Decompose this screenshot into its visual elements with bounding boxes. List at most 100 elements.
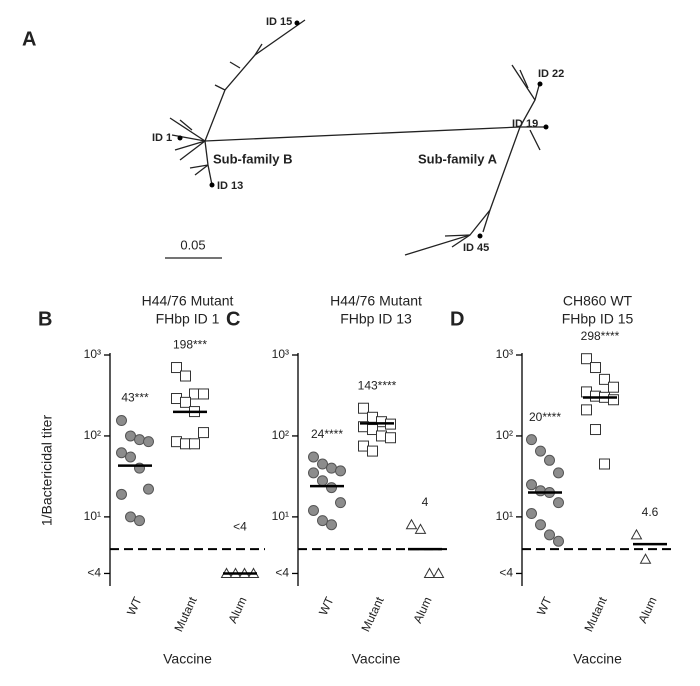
- x-tick-label: Alum: [635, 595, 659, 626]
- branch: [519, 69, 529, 89]
- point: [535, 485, 546, 497]
- y-tick-label: 10¹: [496, 509, 513, 523]
- y-tick-label: 10²: [272, 428, 289, 442]
- y-tick-label: 10¹: [84, 509, 101, 523]
- mean-label: 24****: [311, 427, 343, 441]
- x-axis-label: Vaccine: [163, 651, 212, 667]
- chart-subtitle: FHbp ID 1: [156, 311, 220, 327]
- y-tick-label: 10³: [84, 347, 101, 361]
- y-tick-label: 10³: [272, 347, 289, 361]
- mean-label: 20****: [529, 410, 561, 424]
- mean-label: 4.6: [642, 505, 659, 519]
- point: [116, 488, 127, 500]
- point: [367, 445, 378, 457]
- branch: [404, 126, 521, 256]
- tree-label: ID 1: [152, 132, 172, 144]
- y-tick-label: 10¹: [272, 509, 289, 523]
- branch: [204, 19, 306, 142]
- panel-label: A: [22, 28, 36, 50]
- node: [177, 135, 183, 141]
- mean-label: 43***: [121, 391, 149, 405]
- x-axis-label: Vaccine: [573, 651, 622, 667]
- branch: [179, 140, 206, 161]
- branch: [229, 61, 241, 69]
- point: [326, 462, 337, 474]
- branch: [179, 119, 193, 131]
- x-tick-label: Alum: [225, 595, 249, 626]
- point: [581, 353, 592, 365]
- point: [553, 535, 564, 547]
- branch: [169, 117, 206, 142]
- point: [414, 523, 427, 534]
- point: [385, 432, 396, 444]
- point: [116, 415, 127, 427]
- mean-label: 298****: [581, 329, 620, 343]
- node: [477, 233, 483, 239]
- mean-label: 143****: [358, 378, 397, 392]
- chart-subtitle: FHbp ID 15: [562, 311, 634, 327]
- y-tick-label: <4: [87, 566, 101, 580]
- point: [639, 553, 652, 564]
- y-tick-label: 10²: [84, 428, 101, 442]
- mean-label: <4: [233, 519, 247, 533]
- tree-label: ID 15: [266, 16, 292, 28]
- point: [317, 458, 328, 470]
- chart-title: CH860 WT: [563, 293, 633, 309]
- panel-label: D: [450, 308, 464, 330]
- branch: [204, 126, 521, 142]
- tree-label: ID 13: [217, 180, 243, 192]
- chart-subtitle: FHbp ID 13: [340, 311, 412, 327]
- point: [544, 529, 555, 541]
- x-tick-label: Mutant: [171, 594, 199, 634]
- tree-label: ID 22: [538, 68, 564, 80]
- node: [537, 81, 543, 87]
- chart-title: H44/76 Mutant: [142, 293, 234, 309]
- mean-label: 4: [422, 495, 429, 509]
- point: [432, 567, 445, 578]
- point: [326, 482, 337, 494]
- point: [335, 465, 346, 477]
- point: [171, 362, 182, 374]
- point: [180, 370, 191, 382]
- y-tick-label: 10³: [496, 347, 513, 361]
- branch: [482, 209, 491, 233]
- point: [308, 504, 319, 516]
- point: [590, 362, 601, 374]
- subfamily-label: Sub-family A: [418, 151, 498, 166]
- panel-label: C: [226, 308, 240, 330]
- tree-label: ID 45: [463, 242, 489, 254]
- point: [526, 434, 537, 446]
- point: [526, 479, 537, 491]
- point: [116, 447, 127, 459]
- point: [308, 451, 319, 463]
- x-axis-label: Vaccine: [352, 651, 401, 667]
- x-tick-label: WT: [316, 594, 337, 617]
- point: [198, 388, 209, 400]
- point: [608, 394, 619, 406]
- point: [526, 508, 537, 520]
- x-tick-label: WT: [534, 594, 555, 617]
- x-tick-label: WT: [124, 594, 145, 617]
- chart-title: H44/76 Mutant: [330, 293, 422, 309]
- y-tick-label: <4: [275, 566, 289, 580]
- branch: [254, 43, 263, 56]
- point: [590, 424, 601, 436]
- point: [125, 451, 136, 463]
- point: [143, 436, 154, 448]
- x-tick-label: Mutant: [581, 594, 609, 634]
- node: [294, 20, 300, 26]
- point: [544, 454, 555, 466]
- panel-label: B: [38, 308, 52, 330]
- branch: [214, 84, 226, 91]
- x-tick-label: Mutant: [358, 594, 386, 634]
- point: [553, 497, 564, 509]
- point: [581, 404, 592, 416]
- node: [543, 124, 549, 130]
- point: [134, 434, 145, 446]
- branch: [451, 234, 471, 248]
- point: [608, 381, 619, 393]
- point: [180, 396, 191, 408]
- point: [599, 458, 610, 470]
